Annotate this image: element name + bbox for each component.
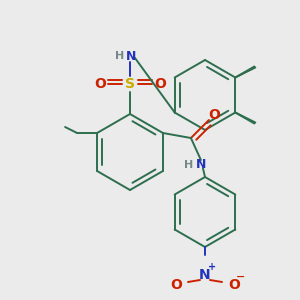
Text: −: −	[236, 272, 246, 282]
Text: N: N	[126, 50, 136, 62]
Text: S: S	[125, 77, 135, 91]
Text: O: O	[228, 278, 240, 292]
Text: H: H	[184, 160, 194, 170]
Text: N: N	[196, 158, 206, 172]
Text: +: +	[208, 262, 216, 272]
Text: N: N	[199, 268, 211, 282]
Text: O: O	[208, 108, 220, 122]
Text: H: H	[116, 51, 124, 61]
Text: O: O	[170, 278, 182, 292]
Text: O: O	[154, 77, 166, 91]
Text: O: O	[94, 77, 106, 91]
